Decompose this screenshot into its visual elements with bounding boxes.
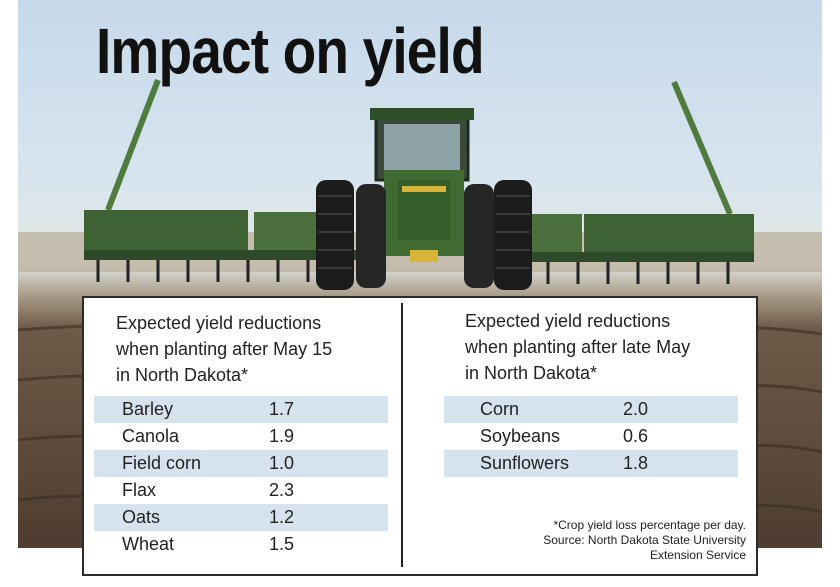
- yield-value: 1.7: [269, 399, 295, 419]
- crop-name: Barley: [122, 399, 174, 419]
- right-title-line: when planting after late May: [465, 337, 691, 357]
- yield-value: 1.0: [269, 453, 295, 473]
- crop-name: Canola: [122, 426, 180, 446]
- table-row: Sunflowers 1.8: [444, 450, 738, 477]
- right-table-title: Expected yield reductions when planting …: [465, 308, 690, 386]
- left-title-line: when planting after May 15: [116, 339, 333, 359]
- right-title-line: in North Dakota*: [465, 363, 598, 383]
- table-row: Flax 2.3: [94, 477, 388, 504]
- footnote-line: Extension Service: [649, 548, 746, 562]
- crop-name: Soybeans: [480, 426, 561, 446]
- crop-name: Wheat: [122, 534, 175, 554]
- left-table: Barley 1.7 Canola 1.9 Field corn 1.0 Fla…: [94, 396, 388, 558]
- table-row: Oats 1.2: [94, 504, 388, 531]
- crop-name: Oats: [122, 507, 161, 527]
- table-row: Field corn 1.0: [94, 450, 388, 477]
- yield-value: 1.5: [269, 534, 295, 554]
- crop-name: Corn: [480, 399, 520, 419]
- footnote-line: Source: North Dakota State University: [543, 533, 746, 547]
- crop-name: Field corn: [122, 453, 202, 473]
- tractor-illustration: [18, 78, 822, 514]
- column-divider: [401, 303, 403, 567]
- table-row: Canola 1.9: [94, 423, 388, 450]
- page-title: Impact on yield: [96, 15, 485, 87]
- table-row: Barley 1.7: [94, 396, 388, 423]
- left-title-line: Expected yield reductions: [116, 313, 322, 333]
- yield-value: 1.8: [623, 453, 649, 473]
- table-row: Soybeans 0.6: [444, 423, 738, 450]
- yield-value: 1.9: [269, 426, 295, 446]
- table-row: Wheat 1.5: [94, 531, 388, 558]
- right-table: Corn 2.0 Soybeans 0.6 Sunflowers 1.8: [444, 396, 738, 477]
- crop-name: Sunflowers: [480, 453, 570, 473]
- table-row: Corn 2.0: [444, 396, 738, 423]
- yield-value: 2.0: [623, 399, 649, 419]
- footnote: *Crop yield loss percentage per day. Sou…: [460, 518, 746, 563]
- left-table-title: Expected yield reductions when planting …: [116, 310, 332, 388]
- yield-value: 1.2: [269, 507, 295, 527]
- left-title-line: in North Dakota*: [116, 365, 249, 385]
- footnote-line: *Crop yield loss percentage per day.: [553, 518, 746, 532]
- crop-name: Flax: [122, 480, 157, 500]
- right-title-line: Expected yield reductions: [465, 311, 671, 331]
- yield-value: 2.3: [269, 480, 295, 500]
- yield-value: 0.6: [623, 426, 649, 446]
